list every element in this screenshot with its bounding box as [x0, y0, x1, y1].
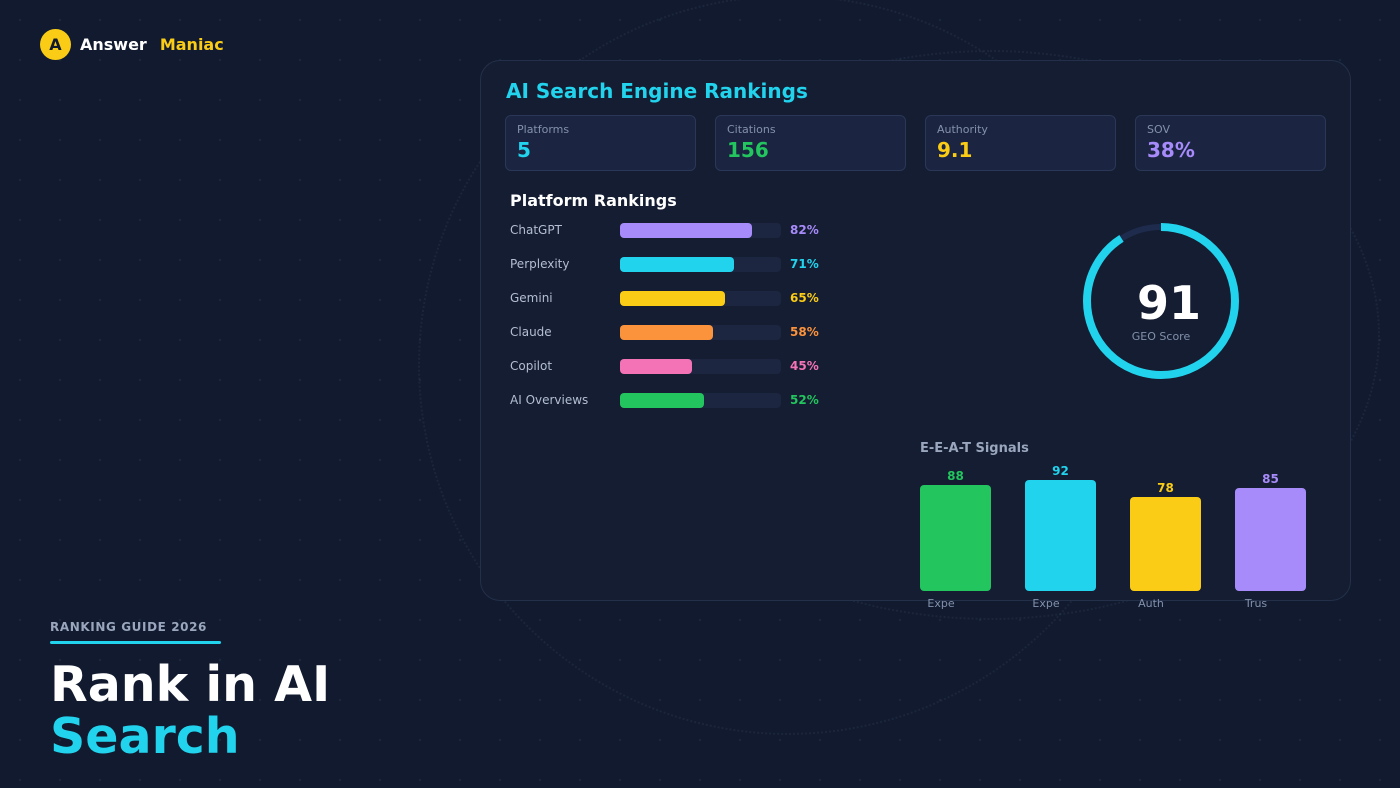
stat-card-sov: SOV 38%	[1135, 115, 1326, 171]
eeat-bar	[1130, 496, 1201, 591]
eeat-title: E-E-A-T Signals	[920, 441, 1029, 456]
geo-score-label: GEO Score	[1131, 330, 1191, 343]
ranking-fill	[620, 257, 734, 272]
ranking-percent: 82%	[790, 223, 819, 237]
ranking-name: Copilot	[510, 359, 553, 373]
ranking-row-chatgpt: ChatGPT 82%	[510, 222, 850, 240]
gauge-arc	[1083, 223, 1239, 379]
eeat-value-label: 78	[1157, 480, 1174, 495]
ranking-name: Gemini	[510, 291, 553, 305]
brand-logo-icon: A	[40, 29, 71, 60]
geo-score-ring	[1083, 223, 1239, 379]
ranking-row-perplexity: Perplexity 71%	[510, 256, 850, 274]
ranking-track	[620, 223, 781, 238]
hero-underline	[50, 641, 221, 644]
hero-section: RANKING GUIDE 2026 Rank in AI Search	[50, 620, 330, 763]
platform-rankings-title: Platform Rankings	[510, 191, 677, 210]
eeat-bar	[1025, 480, 1096, 591]
stat-value: 38%	[1147, 138, 1195, 162]
ranking-fill	[620, 359, 692, 374]
eeat-value-label: 92	[1052, 464, 1069, 478]
brand-name-part2: Maniac	[159, 35, 224, 54]
ranking-track	[620, 291, 781, 306]
hero-title-line1: Rank in AI	[50, 656, 331, 713]
eeat-category-label: Expe	[1032, 597, 1060, 610]
ranking-track	[620, 359, 781, 374]
ranking-track	[620, 257, 781, 272]
ranking-percent: 45%	[790, 359, 819, 373]
ranking-fill	[620, 291, 725, 306]
brand[interactable]: A Answer Maniac	[40, 29, 224, 60]
ranking-row-gemini: Gemini 65%	[510, 290, 850, 308]
ranking-name: ChatGPT	[510, 223, 562, 237]
ranking-percent: 71%	[790, 257, 819, 271]
ranking-row-copilot: Copilot 45%	[510, 358, 850, 376]
ranking-fill	[620, 393, 704, 408]
geo-score-gauge: 91 GEO Score	[1081, 221, 1241, 381]
ranking-name: Claude	[510, 325, 552, 339]
stat-card-citations: Citations 156	[715, 115, 906, 171]
ranking-track	[620, 325, 781, 340]
ranking-fill	[620, 325, 713, 340]
stat-value: 5	[517, 138, 531, 162]
brand-name-part1: Answer	[80, 35, 147, 54]
ranking-fill	[620, 223, 752, 238]
stat-value: 9.1	[937, 138, 973, 162]
eeat-category-label: Trus	[1244, 597, 1268, 610]
eeat-value-label: 85	[1262, 472, 1279, 487]
stat-card-authority: Authority 9.1	[925, 115, 1116, 171]
stat-card-platforms: Platforms 5	[505, 115, 696, 171]
eeat-bar	[920, 484, 991, 591]
ranking-row-claude: Claude 58%	[510, 324, 850, 342]
ranking-percent: 52%	[790, 393, 819, 407]
hero-title: Rank in AI Search	[50, 659, 330, 763]
ranking-track	[620, 393, 781, 408]
stat-value: 156	[727, 138, 769, 162]
stat-label: SOV	[1147, 123, 1170, 136]
dashboard-title: AI Search Engine Rankings	[506, 79, 808, 103]
hero-kicker: RANKING GUIDE 2026	[50, 620, 207, 634]
hero-title-line2: Search	[50, 708, 240, 765]
dashboard-card: AI Search Engine Rankings Platforms 5 Ci…	[480, 60, 1351, 610]
ranking-name: Perplexity	[510, 257, 570, 271]
eeat-value-label: 88	[947, 468, 964, 483]
ranking-name: AI Overviews	[510, 393, 589, 407]
stat-label: Authority	[937, 123, 988, 136]
stat-label: Citations	[727, 123, 776, 136]
eeat-category-label: Expe	[927, 597, 955, 610]
ranking-percent: 58%	[790, 325, 819, 339]
eeat-bar	[1235, 488, 1306, 591]
stat-label: Platforms	[517, 123, 570, 136]
eeat-category-label: Auth	[1138, 597, 1164, 610]
ranking-percent: 65%	[790, 291, 819, 305]
ranking-row-ai-overviews: AI Overviews 52%	[510, 392, 850, 410]
geo-score-value: 91	[1136, 276, 1201, 330]
